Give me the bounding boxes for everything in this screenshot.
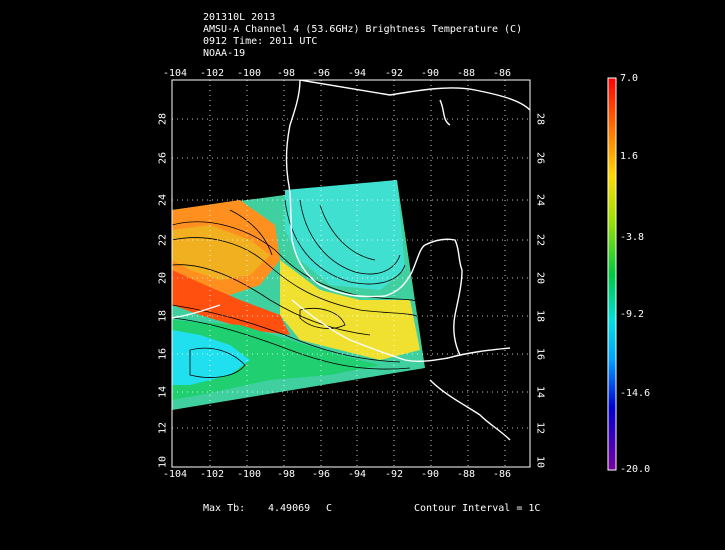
coastline: [172, 80, 530, 441]
map-frame: [171, 79, 531, 468]
lat-tick-left: 18: [157, 309, 169, 323]
lat-tick-left: 14: [157, 385, 169, 399]
lat-tick-left: 10: [157, 455, 169, 469]
lon-tick-bottom: -86: [492, 469, 512, 480]
lat-tick-right: 24: [534, 193, 546, 207]
lat-tick-right: 12: [534, 421, 546, 435]
lon-tick-bottom: -102: [199, 469, 225, 480]
hot-region: [172, 270, 290, 335]
swath-group: [172, 80, 530, 441]
lat-tick-left: 20: [157, 271, 169, 285]
colorbar-label: -3.8: [620, 232, 645, 243]
max-tb-value: 4.49069: [268, 503, 311, 514]
lat-tick-left: 28: [157, 112, 169, 126]
lat-tick-right: 16: [534, 347, 546, 361]
lon-tick-top: -88: [456, 68, 476, 79]
gulf-cyan: [285, 180, 405, 290]
yellow-band: [280, 260, 420, 360]
max-tb-unit: C: [326, 503, 333, 514]
max-tb-label: Max Tb:: [203, 503, 246, 514]
lat-tick-right: 14: [534, 385, 546, 399]
cyan-southwest: [172, 330, 250, 385]
lat-tick-left: 24: [157, 193, 169, 207]
lon-tick-top: -104: [162, 68, 188, 79]
lon-tick-bottom: -100: [236, 469, 262, 480]
lat-tick-left: 16: [157, 347, 169, 361]
colorbar: [607, 77, 617, 471]
contour-interval: Contour Interval = 1C: [414, 503, 541, 514]
lat-tick-right: 26: [534, 151, 546, 165]
title-line-3: 0912 Time: 2011 UTC: [203, 36, 318, 47]
lat-tick-left: 26: [157, 151, 169, 165]
lat-tick-right: 20: [534, 271, 546, 285]
lon-tick-bottom: -94: [347, 469, 367, 480]
lat-tick-right: 22: [534, 233, 546, 247]
lon-tick-top: -98: [276, 68, 296, 79]
title-line-2: AMSU-A Channel 4 (53.6GHz) Brightness Te…: [203, 24, 523, 35]
lat-tick-right: 18: [534, 309, 546, 323]
contours: [172, 199, 422, 378]
green-band: [172, 320, 380, 400]
colorbar-label: 1.6: [620, 151, 639, 162]
lon-tick-top: -96: [311, 68, 331, 79]
colorbar-label: -14.6: [620, 388, 651, 399]
lon-tick-bottom: -98: [276, 469, 296, 480]
lon-tick-top: -100: [236, 68, 262, 79]
lon-tick-bottom: -104: [162, 469, 188, 480]
lon-tick-top: -92: [384, 68, 404, 79]
lon-tick-top: -94: [347, 68, 367, 79]
title-line-1: 201310L 2013: [203, 12, 276, 23]
lat-tick-left: 22: [157, 233, 169, 247]
lat-tick-right: 28: [534, 112, 546, 126]
colorbar-label: -20.0: [620, 464, 651, 475]
lon-tick-bottom: -92: [384, 469, 404, 480]
title-line-4: NOAA-19: [203, 48, 246, 59]
lon-tick-bottom: -90: [420, 469, 440, 480]
lat-tick-right: 10: [534, 455, 546, 469]
lon-tick-top: -86: [492, 68, 512, 79]
lat-tick-left: 12: [157, 421, 169, 435]
lon-tick-top: -90: [420, 68, 440, 79]
colorbar-label: 7.0: [620, 73, 639, 84]
lon-tick-top: -102: [199, 68, 225, 79]
lon-tick-bottom: -88: [456, 469, 476, 480]
lon-tick-bottom: -96: [311, 469, 331, 480]
colorbar-label: -9.2: [620, 309, 645, 320]
